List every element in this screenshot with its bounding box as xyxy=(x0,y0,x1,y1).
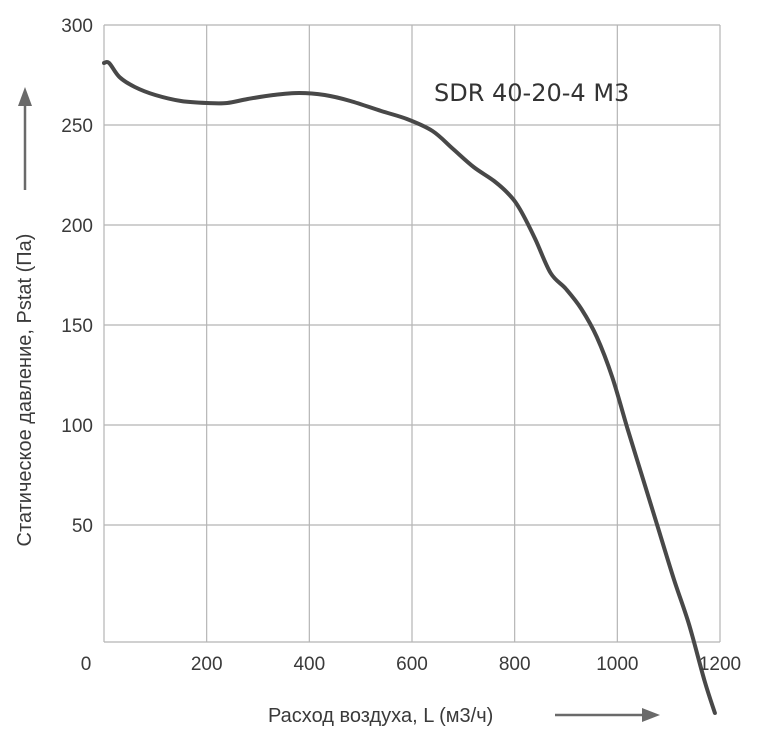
y-axis-arrow-icon xyxy=(18,87,32,190)
y-tick-labels: 50 100 150 200 250 300 xyxy=(61,16,93,537)
y-axis-title: Статическое давление, Pstat (Па) xyxy=(14,234,36,547)
x-axis-arrow-icon xyxy=(555,708,660,722)
x-tick-label: 0 xyxy=(81,654,92,675)
x-tick-labels: 0 200 400 600 800 1000 1200 xyxy=(81,654,741,675)
x-tick-label: 1200 xyxy=(699,654,741,675)
y-tick-label: 100 xyxy=(61,416,93,437)
model-annotation: SDR 40-20-4 M3 xyxy=(434,79,629,107)
x-tick-label: 200 xyxy=(191,654,223,675)
y-tick-label: 300 xyxy=(61,16,93,37)
y-tick-label: 50 xyxy=(72,516,93,537)
series-layer xyxy=(102,59,717,715)
x-tick-label: 800 xyxy=(499,654,531,675)
grid xyxy=(103,24,721,643)
series-line xyxy=(102,59,717,715)
y-tick-label: 250 xyxy=(61,116,93,137)
x-axis-title: Расход воздуха, L (м3/ч) xyxy=(268,705,493,727)
y-tick-label: 150 xyxy=(61,316,93,337)
x-tick-label: 600 xyxy=(396,654,428,675)
x-tick-label: 400 xyxy=(293,654,325,675)
x-tick-label: 1000 xyxy=(596,654,638,675)
y-tick-label: 200 xyxy=(61,216,93,237)
